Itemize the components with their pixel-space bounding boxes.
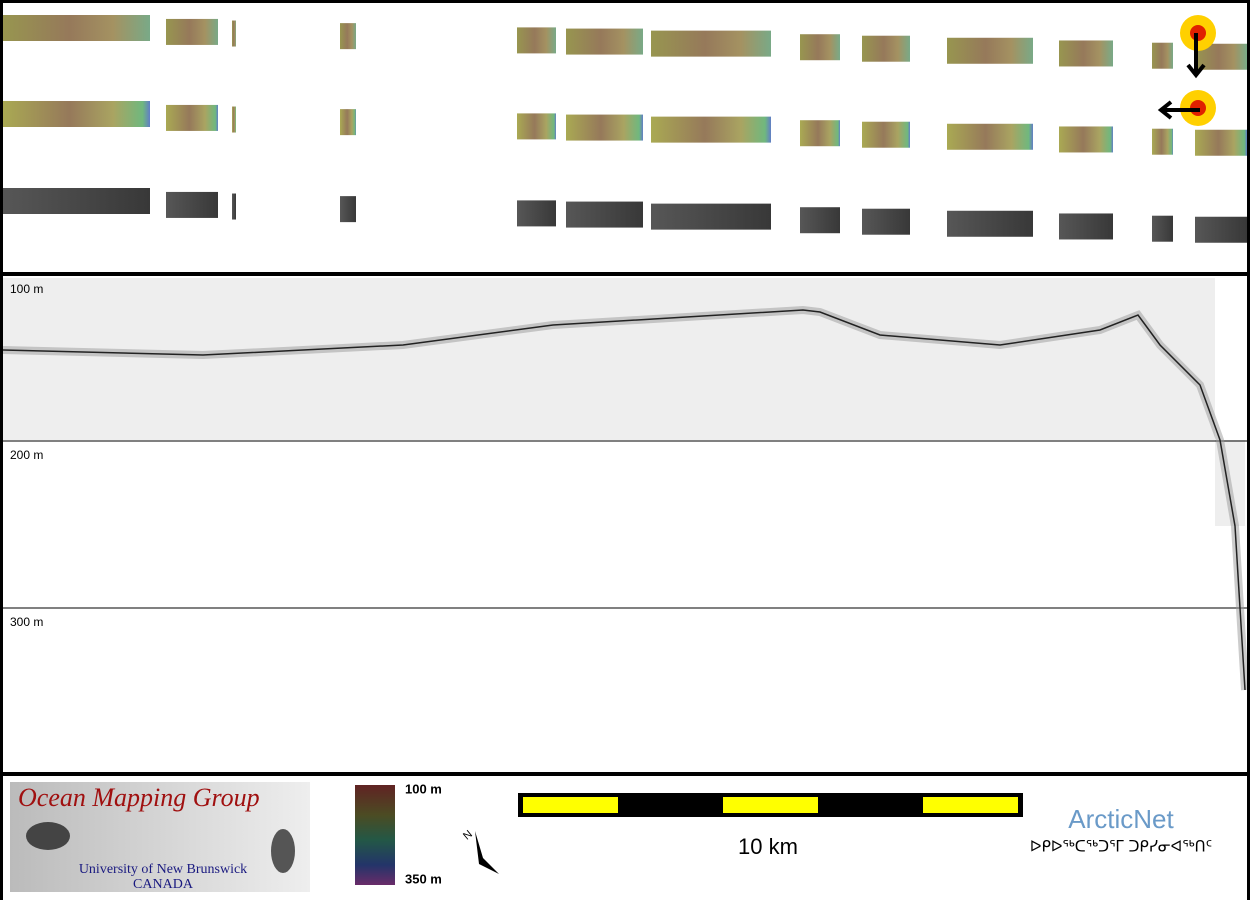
imagery-strip (651, 116, 771, 143)
imagery-panel (3, 3, 1247, 272)
partner-name: ArcticNet (1068, 804, 1174, 834)
imagery-strip (3, 15, 150, 41)
depth-label: 300 m (10, 615, 43, 629)
north-arrow (475, 831, 499, 874)
imagery-strip (166, 104, 218, 131)
colorbar-shade (355, 785, 395, 885)
imagery-strip (800, 120, 840, 147)
imagery-strip (340, 196, 356, 223)
imagery-strip (3, 101, 150, 127)
north-label: N (461, 828, 475, 842)
scale-segment (723, 797, 818, 813)
scale-segment (923, 797, 1018, 813)
colorbar-label: 350 m (405, 871, 442, 886)
profile-panel: 100 m 200 m 300 m (3, 276, 1247, 772)
imagery-strip (1195, 129, 1247, 156)
imagery-strip (800, 34, 840, 61)
water-band (3, 278, 1215, 440)
imagery-strip (862, 35, 910, 62)
imagery-strip (166, 191, 218, 218)
imagery-strip (517, 27, 556, 54)
colorbar (355, 785, 395, 885)
imagery-strip (651, 30, 771, 57)
imagery-strip (340, 109, 356, 136)
arrow (1157, 100, 1200, 120)
imagery-strip (947, 210, 1033, 237)
seafloor-profile (3, 309, 1246, 691)
imagery-strip (517, 200, 556, 227)
imagery-strip (1195, 216, 1247, 243)
imagery-strip (1059, 213, 1113, 240)
logo-ship (26, 822, 70, 850)
depth-label: 100 m (10, 282, 43, 296)
imagery-strip (1059, 40, 1113, 67)
imagery-strip (517, 113, 556, 140)
imagery-strip (1152, 128, 1173, 155)
depth-label: 200 m (10, 448, 43, 462)
imagery-strip (800, 207, 840, 234)
logo-line: University of New Brunswick (79, 862, 247, 877)
imagery-strip (232, 20, 236, 47)
imagery-strip (1152, 42, 1173, 69)
imagery-strip (1059, 126, 1113, 153)
imagery-strip (651, 203, 771, 230)
colorbar-label: 100 m (405, 781, 442, 796)
imagery-strip (566, 28, 643, 55)
imagery-strip (232, 193, 236, 220)
imagery-strip (1152, 215, 1173, 242)
imagery-strip (340, 23, 356, 50)
imagery-strip (862, 121, 910, 148)
logo-title: Ocean Mapping Group (18, 783, 260, 812)
imagery-strip (232, 106, 236, 133)
imagery-strip (566, 114, 643, 141)
arrow (1186, 33, 1206, 79)
scale-label: 10 km (738, 834, 798, 859)
scale-segment (523, 797, 618, 813)
imagery-strip (566, 201, 643, 228)
imagery-strip (3, 188, 150, 214)
logo-ship (271, 829, 295, 873)
imagery-strip (947, 37, 1033, 64)
logo-line: CANADA (133, 877, 194, 892)
imagery-strip (166, 18, 218, 45)
imagery-strip (947, 123, 1033, 150)
footer: Ocean Mapping Group University of New Br… (3, 776, 1247, 900)
partner-syllabics: ᐅᑭᐅᖅᑕᖅᑐᕐᒥ ᑐᑭᓯᓂᐊᖅᑎᑦ (1030, 838, 1212, 856)
imagery-strip (862, 208, 910, 235)
